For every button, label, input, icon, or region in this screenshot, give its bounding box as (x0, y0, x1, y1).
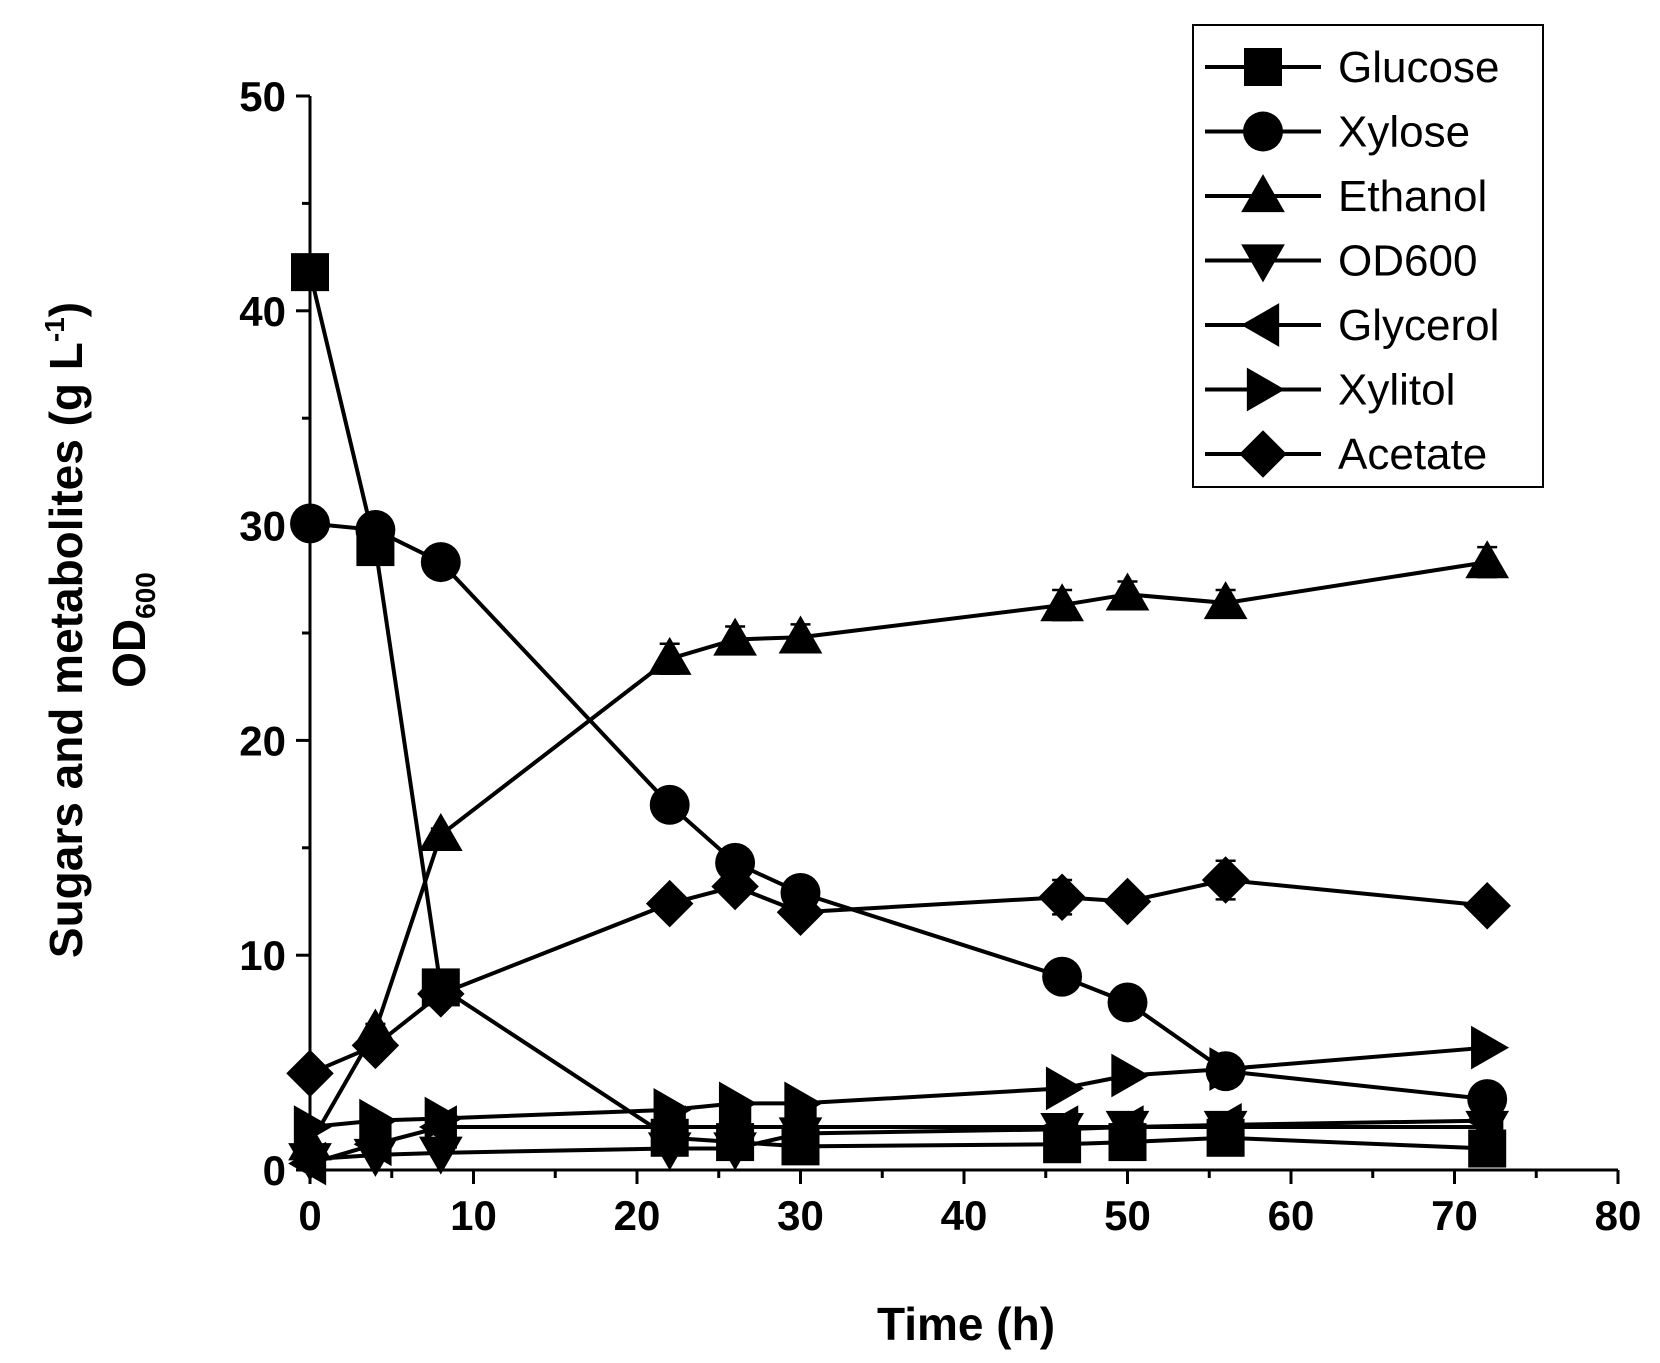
data-point-xylitol (1111, 1053, 1150, 1098)
data-point-xylitol (293, 1105, 332, 1149)
legend-label-ethanol: Ethanol (1338, 172, 1487, 221)
y-tick-label: 0 (263, 1147, 286, 1194)
data-point-xylitol (359, 1098, 398, 1143)
data-point-ethanol (418, 813, 463, 852)
data-point-xylitol (1209, 1047, 1248, 1091)
y-tick-label: 40 (239, 288, 286, 335)
x-axis-title: Time (h) (877, 1298, 1055, 1350)
y-axis-title-line2-sub: 600 (130, 572, 161, 619)
data-point-acetate (1463, 882, 1511, 930)
legend-marker-glucose (1244, 48, 1282, 86)
y-tick-label: 30 (239, 503, 286, 550)
data-point-acetate (645, 879, 694, 928)
x-tick-label: 70 (1431, 1192, 1478, 1239)
x-tick-label: 40 (941, 1192, 988, 1239)
data-point-glycerol (1105, 1105, 1144, 1149)
y-axis-title-line1-close: ) (40, 302, 92, 317)
data-point-ethanol (1203, 581, 1248, 620)
series-line-xylitol (309, 1045, 1488, 1130)
legend-label-od600: OD600 (1338, 237, 1477, 286)
data-point-glycerol (288, 1141, 327, 1186)
y-tick-label: 50 (239, 73, 286, 120)
data-point-ethanol (1465, 540, 1510, 579)
legend-item-glycerol: Glycerol (1205, 301, 1499, 350)
data-point-glycerol (713, 1105, 752, 1149)
data-point-acetate (1103, 877, 1152, 926)
data-point-xylitol (718, 1081, 757, 1126)
x-tick-label: 30 (777, 1192, 824, 1239)
data-point-od600 (418, 1136, 463, 1175)
legend-marker-xylitol (1246, 367, 1285, 412)
legend-label-xylose: Xylose (1338, 108, 1470, 157)
data-point-xylitol (784, 1081, 823, 1126)
data-point-ethanol (713, 617, 757, 656)
legend-item-xylose: Xylose (1205, 108, 1470, 157)
x-tick-label: 60 (1268, 1192, 1315, 1239)
data-point-glycerol (1040, 1105, 1079, 1149)
series-line-ethanol (308, 560, 1488, 1146)
data-point-ethanol (1105, 572, 1150, 611)
y-axis-title-line1: Sugars and metabolites (g L-1) (39, 302, 92, 958)
y-tick-label: 20 (239, 717, 286, 764)
y-axis-title-line1-sup: -1 (39, 317, 70, 342)
legend-item-glucose: Glucose (1205, 43, 1499, 92)
data-point-xylitol (1471, 1025, 1510, 1070)
series-glycerol (288, 1098, 1504, 1186)
legend-item-xylitol: Xylitol (1205, 366, 1455, 415)
legend-label-glucose: Glucose (1338, 43, 1499, 92)
y-axis-title-line2: OD600 (103, 572, 161, 688)
x-tick-label: 20 (614, 1192, 661, 1239)
data-point-acetate (1201, 856, 1250, 904)
x-tick-label: 0 (298, 1192, 321, 1239)
legend: Glucose Xylose Ethanol OD600 Glycerol Xylitol… (1192, 24, 1544, 488)
axes-layer: 0 10 20 30 40 50 60 70 80 0 10 20 30 40 50 (239, 73, 1641, 1239)
legend-marker-acetate (1239, 430, 1287, 478)
data-point-xylose (1042, 956, 1083, 997)
data-point-ethanol (778, 615, 823, 654)
legend-item-od600: OD600 (1205, 237, 1477, 286)
data-point-acetate (417, 970, 465, 1018)
data-point-glycerol (353, 1122, 392, 1167)
legend-label-acetate: Acetate (1338, 430, 1487, 479)
legend-marker-ethanol (1241, 174, 1285, 213)
y-axis-title-line1-main: Sugars and metabolites (g L (40, 342, 92, 958)
x-tick-label: 10 (450, 1192, 497, 1239)
data-point-glycerol (778, 1105, 817, 1149)
data-point-ethanol (1040, 583, 1084, 622)
data-point-ethanol (647, 636, 692, 675)
y-tick-label: 10 (239, 932, 286, 979)
x-tick-label: 80 (1595, 1192, 1642, 1239)
data-point-xylose (649, 784, 690, 825)
data-point-acetate (776, 888, 825, 936)
data-point-xylitol (653, 1088, 692, 1132)
legend-item-ethanol: Ethanol (1205, 172, 1487, 221)
legend-marker-od600 (1241, 244, 1285, 283)
legend-label-xylitol: Xylitol (1338, 366, 1455, 415)
legend-item-acetate: Acetate (1205, 430, 1487, 479)
data-point-xylose (355, 509, 396, 550)
legend-marker-xylose (1243, 111, 1283, 152)
series-line-glycerol (309, 1118, 1488, 1166)
x-tick-label: 50 (1104, 1192, 1151, 1239)
data-point-xylitol (1045, 1066, 1084, 1111)
series-xylitol (293, 1025, 1510, 1149)
data-point-xylitol (424, 1096, 463, 1141)
data-point-acetate (711, 862, 759, 911)
series-line-glucose (308, 271, 1488, 1151)
data-point-xylose (420, 542, 461, 583)
data-point-xylose (1107, 982, 1148, 1023)
legend-label-glycerol: Glycerol (1338, 301, 1499, 350)
data-point-glycerol (1465, 1098, 1504, 1143)
series-line-acetate (309, 877, 1488, 1076)
y-axis-title-line2-main: OD (103, 619, 155, 688)
legend-marker-glycerol (1241, 303, 1280, 347)
data-point-acetate (351, 1021, 400, 1070)
data-point-acetate (1038, 873, 1086, 921)
series-line-xylose (309, 521, 1488, 1102)
data-point-glycerol (1203, 1103, 1242, 1147)
